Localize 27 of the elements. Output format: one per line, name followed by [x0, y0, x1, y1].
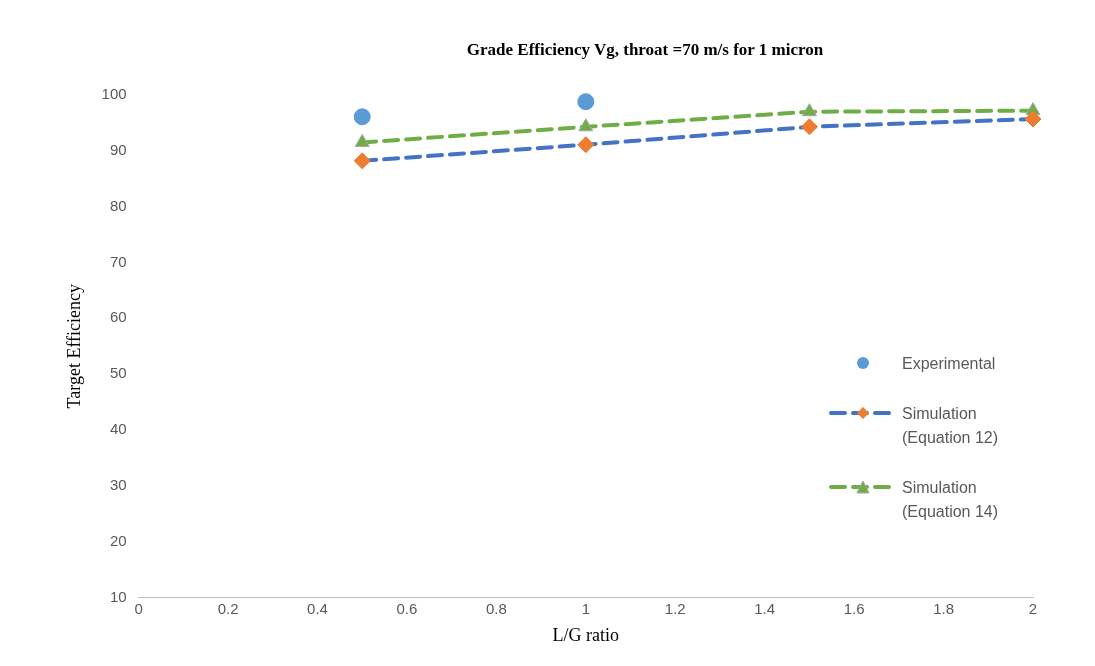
y-tick-label: 50 — [109, 364, 127, 382]
x-tick-label: 1.4 — [754, 599, 776, 617]
y-tick-label: 70 — [109, 252, 127, 270]
legend-label: Simulation (Equation 12) — [902, 404, 1000, 448]
x-tick-label: 0.4 — [307, 599, 328, 617]
y-tick-label: 100 — [101, 85, 127, 103]
y-tick-label: 40 — [109, 420, 127, 438]
y-tick-label: 30 — [109, 475, 127, 493]
x-tick-label: 1.2 — [664, 599, 686, 617]
x-tick-label: 2 — [1028, 599, 1038, 617]
x-tick-label: 0.6 — [396, 599, 418, 617]
x-tick-label: 0.2 — [217, 599, 239, 617]
y-axis-title: Target Efficiency — [63, 283, 84, 409]
x-tick-label: 1.6 — [843, 599, 865, 617]
x-tick-label: 1.8 — [933, 599, 954, 617]
y-tick-label: 10 — [109, 587, 127, 605]
y-tick-label: 80 — [109, 196, 127, 214]
x-tick-label: 1 — [581, 599, 590, 617]
y-tick-label: 60 — [109, 308, 127, 326]
legend-label: Simulation (Equation 14) — [902, 478, 1000, 522]
chart-title: Grade Efficiency Vg, throat =70 m/s for 1 micron — [465, 40, 825, 60]
y-tick-label: 20 — [109, 531, 127, 549]
x-axis-title: L/G ratio — [552, 624, 620, 645]
x-tick-label: 0.8 — [485, 599, 507, 617]
legend-label: Experimental — [902, 354, 997, 374]
x-tick-label: 0 — [134, 599, 143, 617]
y-tick-label: 90 — [109, 140, 127, 158]
